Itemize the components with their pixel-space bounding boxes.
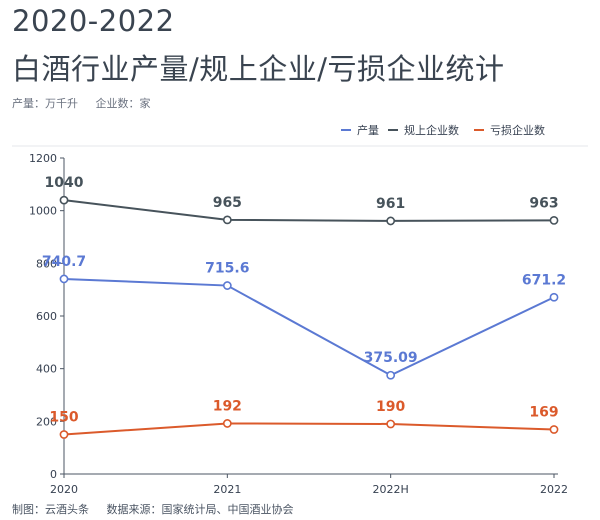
data-point-0 (59, 274, 69, 284)
chart-title-years: 2020-2022 (12, 4, 175, 38)
legend-label-0: 产量 (357, 123, 379, 137)
data-label-0: 715.6 (205, 261, 249, 277)
data-label-2: 150 (49, 410, 78, 426)
x-tick-label: 2022H (373, 483, 409, 496)
data-label-1: 1040 (45, 175, 84, 191)
data-label-2: 192 (213, 398, 242, 414)
data-label-1: 963 (529, 195, 558, 211)
chart-title: 白酒行业产量/规上企业/亏损企业统计 (12, 52, 505, 86)
data-label-0: 740.7 (42, 254, 86, 270)
data-label-2: 169 (529, 404, 558, 420)
chart-footer: 制图：云酒头条 数据来源：国家统计局、中国酒业协会 (12, 501, 294, 517)
chart-subtitle-units: 产量：万千升 企业数：家 (12, 95, 151, 111)
footer-made-by: 制图：云酒头条 (12, 503, 89, 516)
series-line-2 (63, 422, 555, 436)
y-tick-label: 600 (36, 310, 57, 323)
data-point-1 (59, 195, 69, 205)
series-line-0 (63, 277, 555, 377)
data-point-1 (222, 215, 232, 225)
data-point-2 (386, 419, 396, 429)
series-line-1 (63, 199, 555, 222)
data-label-1: 961 (376, 196, 405, 212)
x-tick-label: 2020 (50, 483, 78, 496)
footer-source: 数据来源：国家统计局、中国酒业协会 (106, 503, 294, 516)
data-point-0 (549, 292, 559, 302)
data-label-1: 965 (213, 195, 242, 211)
unit-production: 产量：万千升 (12, 97, 78, 110)
x-tick-label: 2022 (540, 483, 568, 496)
data-point-1 (549, 216, 559, 225)
data-label-2: 190 (376, 399, 405, 415)
data-point-2 (222, 419, 232, 428)
y-tick-label: 0 (50, 468, 57, 481)
y-tick-label: 800 (36, 257, 57, 270)
data-point-2 (549, 425, 559, 434)
data-label-0: 375.09 (364, 350, 418, 366)
x-tick-label: 2021 (213, 483, 241, 496)
y-tick-label: 1000 (29, 205, 57, 218)
data-point-0 (386, 370, 396, 380)
data-point-1 (386, 216, 396, 226)
legend-label-2: 亏损企业数 (490, 123, 545, 137)
y-tick-label: 400 (36, 363, 57, 376)
legend-label-1: 规上企业数 (404, 123, 459, 137)
data-point-2 (59, 430, 69, 439)
y-tick-label: 1200 (29, 152, 57, 165)
data-label-0: 671.2 (522, 272, 566, 288)
y-tick-label: 200 (36, 415, 57, 428)
unit-companies: 企业数：家 (95, 97, 151, 110)
data-point-0 (222, 281, 232, 290)
